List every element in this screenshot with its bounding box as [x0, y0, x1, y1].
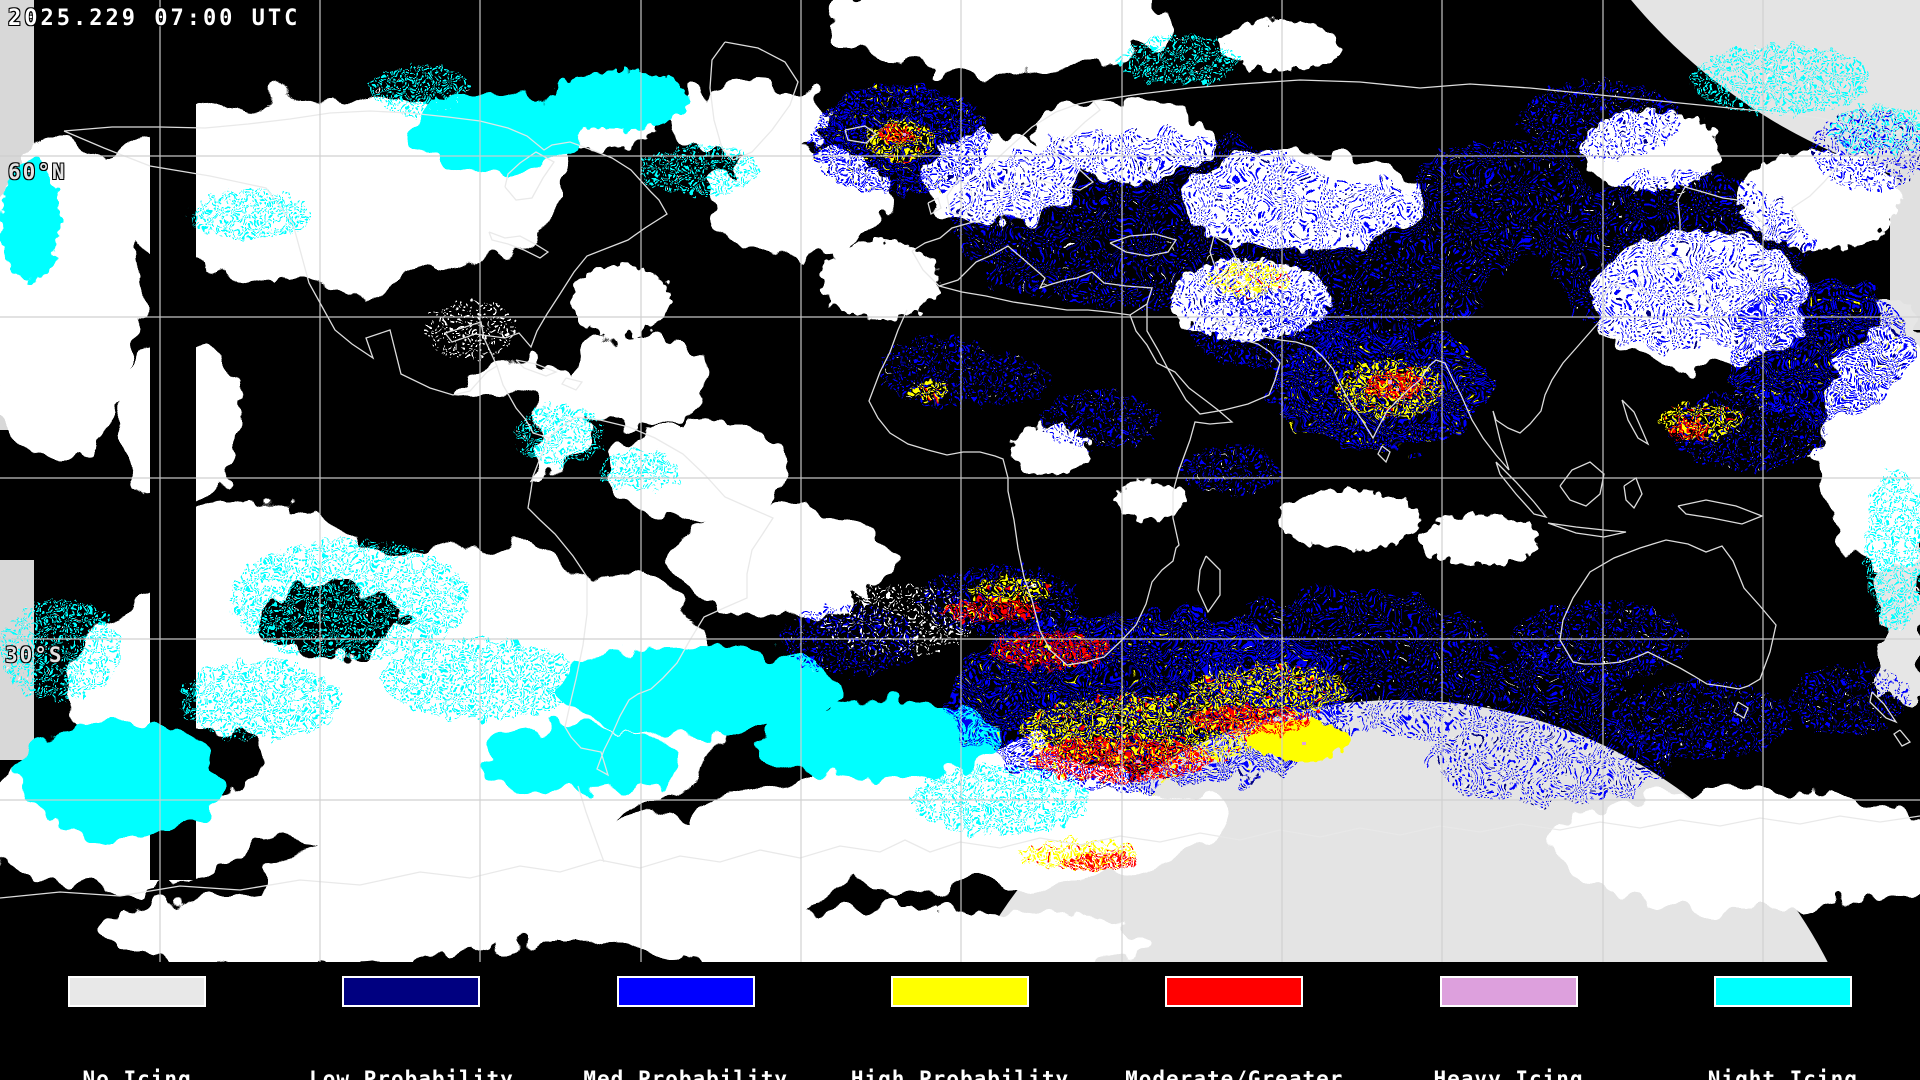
timestamp: 2025.229 07:00 UTC — [8, 6, 301, 31]
legend-swatch-night-icing — [1713, 976, 1852, 1007]
legend-swatch-med-prob-light-icing — [616, 976, 755, 1007]
legend-item-low-prob-light-icing: Low Probability of Light Icing — [274, 962, 548, 1080]
legend-item-high-prob-light-icing: High Probability of Light Icing — [823, 962, 1097, 1080]
latitude-label-30s: 30°S — [5, 643, 64, 667]
legend-label-line1: Med.Probability — [583, 1067, 789, 1080]
legend-swatch-high-prob-light-icing — [890, 976, 1029, 1007]
legend-label-line1: High Probability — [850, 1067, 1070, 1080]
heavy-icing-pixels — [903, 133, 1399, 763]
coastlines — [0, 41, 1920, 899]
legend-item-heavy-icing: Heavy Icing — [1371, 962, 1645, 1080]
latitude-label-60n: 60°N — [8, 160, 67, 184]
legend-swatch-moderate-greater-icing — [1165, 976, 1304, 1007]
legend-label-line1: Low Probability — [309, 1067, 514, 1080]
legend-swatch-heavy-icing — [1439, 976, 1578, 1007]
world-icing-map: 2025.229 07:00 UTC 60°N 30°S — [0, 0, 1920, 962]
icing-probability-layer — [780, 80, 1920, 872]
legend: No Icing Retrieval Low Probability of Li… — [0, 962, 1920, 1080]
legend-swatch-low-prob-light-icing — [342, 976, 481, 1007]
icing-map-canvas — [0, 0, 1920, 962]
legend-item-med-prob-light-icing: Med.Probability of Light Icing — [549, 962, 823, 1080]
legend-item-no-icing-retrieval: No Icing Retrieval — [0, 962, 274, 1080]
graticule — [0, 0, 1920, 962]
legend-item-night-icing: Night Icing — [1646, 962, 1920, 1080]
legend-label-line1: Heavy Icing — [1433, 1067, 1584, 1080]
legend-item-moderate-greater-icing: Moderate/Greater Icing Likely — [1097, 962, 1371, 1080]
legend-label-line1: No Icing — [82, 1067, 192, 1080]
legend-label-line1: Night Icing — [1707, 1067, 1858, 1080]
legend-swatch-no-icing-retrieval — [68, 976, 207, 1007]
legend-label-line1: Moderate/Greater — [1125, 1067, 1344, 1080]
